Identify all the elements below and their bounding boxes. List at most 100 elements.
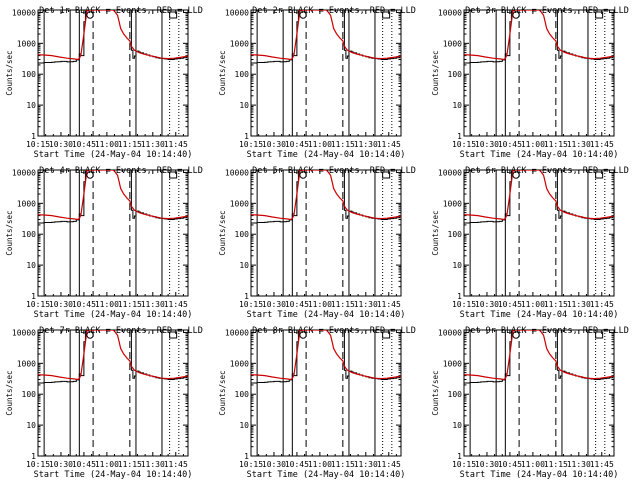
y-tick-label: 10 [239, 261, 249, 270]
x-tick-label: 11:45 [590, 300, 614, 309]
x-tick-label: 10:30 [262, 460, 286, 469]
y-tick-label: 10000 [438, 8, 462, 17]
plot-frame [463, 169, 615, 297]
y-axis-label: Counts/sec [431, 370, 440, 415]
x-tick-label: 11:00 [95, 300, 119, 309]
x-axis-label: Start Time (24-May-04 10:14:40) [247, 150, 406, 160]
x-tick-label: 11:00 [521, 300, 545, 309]
chart-title: Det 5r BLACK = Events, RED = LLD [252, 166, 416, 176]
x-tick-label: 11:00 [521, 460, 545, 469]
x-tick-label: 10:30 [49, 140, 73, 149]
x-tick-label: 10:30 [49, 300, 73, 309]
plot-area [251, 170, 401, 296]
circle-marker [512, 331, 520, 339]
x-tick-label: 10:45 [285, 140, 309, 149]
y-tick-label: 10 [26, 101, 36, 110]
x-tick-label: 10:45 [285, 460, 309, 469]
x-tick-label: 11:30 [354, 460, 378, 469]
x-tick-label: 10:15 [239, 460, 263, 469]
plot-area [464, 170, 614, 296]
x-tick-label: 11:30 [354, 300, 378, 309]
y-tick-label: 10000 [12, 168, 36, 177]
x-tick-label: 10:45 [498, 460, 522, 469]
x-tick-label: 10:45 [285, 300, 309, 309]
plot-frame [37, 169, 189, 297]
x-tick-label: 11:15 [331, 300, 355, 309]
y-tick-label: 1 [31, 292, 36, 301]
x-tick-label: 11:00 [308, 460, 332, 469]
y-tick-label: 10 [26, 261, 36, 270]
circle-marker [86, 11, 94, 19]
x-axis-label: Start Time (24-May-04 10:14:40) [34, 150, 193, 160]
circle-marker [512, 171, 520, 179]
chart-title: Det 3r BLACK = Events, RED = LLD [465, 6, 629, 16]
chart-panel-7: Det 7r BLACK = Events, RED = LLD 10:15 10:… [5, 326, 203, 480]
series-line-events [38, 330, 188, 384]
x-tick-label: 11:00 [308, 300, 332, 309]
series-line-lld [464, 10, 614, 61]
x-tick-label: 11:30 [141, 140, 165, 149]
x-tick-label: 11:45 [377, 460, 401, 469]
series-line-events [464, 330, 614, 384]
plot-area [251, 330, 401, 456]
square-marker [169, 331, 178, 339]
chart-title: Det 8r BLACK = Events, RED = LLD [252, 326, 416, 336]
y-tick-label: 10000 [438, 328, 462, 337]
circle-marker [512, 11, 520, 19]
x-tick-label: 10:30 [262, 140, 286, 149]
x-tick-label: 10:15 [452, 140, 476, 149]
x-tick-label: 11:30 [567, 460, 591, 469]
x-tick-label: 11:00 [521, 140, 545, 149]
series-line-lld [38, 10, 188, 61]
x-tick-label: 11:15 [544, 140, 568, 149]
x-tick-label: 10:30 [262, 300, 286, 309]
x-tick-label: 10:45 [498, 140, 522, 149]
chart-title: Det 7r BLACK = Events, RED = LLD [39, 326, 203, 336]
x-tick-label: 10:45 [72, 460, 96, 469]
y-tick-label: 1000 [230, 359, 249, 368]
y-axis-label: Counts/sec [218, 370, 227, 415]
y-axis-label: Counts/sec [5, 370, 14, 415]
plot-area [464, 10, 614, 136]
chart-panel-3: Det 3r BLACK = Events, RED = LLD 10:15 10:… [431, 6, 629, 160]
series-line-lld [251, 330, 401, 381]
y-tick-label: 100 [22, 390, 37, 399]
plot-area [38, 330, 188, 456]
square-marker [169, 11, 178, 19]
y-tick-label: 1 [244, 292, 249, 301]
chart-title: Det 9r BLACK = Events, RED = LLD [465, 326, 629, 336]
x-tick-label: 11:15 [118, 460, 142, 469]
x-tick-label: 11:45 [164, 460, 188, 469]
square-marker [382, 11, 391, 19]
chart-title: Det 6r BLACK = Events, RED = LLD [465, 166, 629, 176]
plot-frame [37, 9, 189, 137]
square-marker [595, 11, 604, 19]
circle-marker [299, 331, 307, 339]
chart-panel-6: Det 6r BLACK = Events, RED = LLD10:1510:… [431, 166, 629, 320]
y-tick-label: 10 [239, 421, 249, 430]
y-tick-label: 1 [31, 132, 36, 141]
x-tick-label: 11:45 [590, 460, 614, 469]
x-tick-label: 11:30 [141, 460, 165, 469]
x-tick-label: 10:15 [239, 140, 263, 149]
series-line-events [38, 170, 188, 224]
x-tick-label: 10:15 [26, 460, 50, 469]
x-tick-label: 10:30 [475, 460, 499, 469]
circle-marker [86, 171, 94, 179]
series-line-lld [464, 170, 614, 221]
y-tick-label: 100 [448, 390, 463, 399]
plot-area [38, 170, 188, 296]
y-tick-label: 10000 [12, 328, 36, 337]
y-tick-label: 100 [448, 70, 463, 79]
y-tick-label: 10000 [12, 8, 36, 17]
series-line-events [251, 170, 401, 224]
y-axis-label: Counts/sec [218, 210, 227, 255]
y-tick-label: 100 [235, 230, 250, 239]
y-axis-label: Counts/sec [5, 210, 14, 255]
y-tick-label: 10 [452, 261, 462, 270]
plot-area [38, 10, 188, 136]
chart-panel-5: Det 5r BLACK = Events, RED = LLD10:1510:… [218, 166, 416, 320]
y-tick-label: 1000 [443, 199, 462, 208]
y-axis-label: Counts/sec [431, 50, 440, 95]
